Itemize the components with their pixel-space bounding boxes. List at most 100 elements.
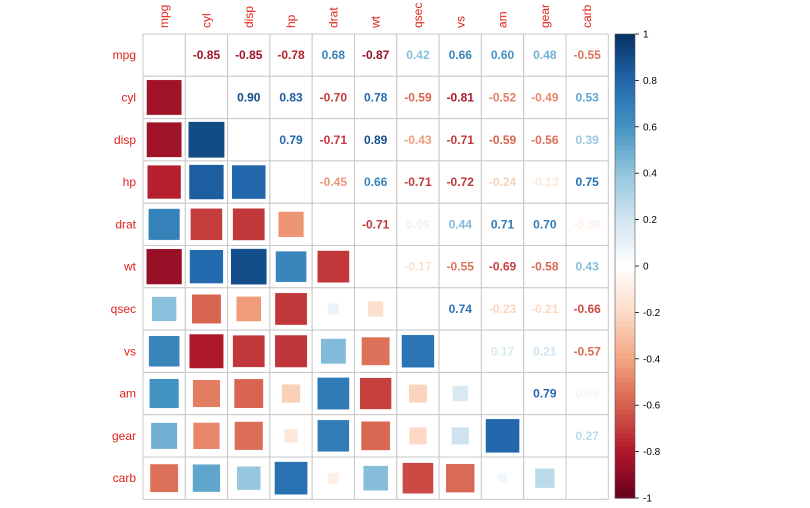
grid-cell <box>354 160 398 204</box>
coefficient-label-cyl-drat: -0.70 <box>320 90 348 104</box>
cells-layer: -0.85 -0.85 -0.78 0.68 -0.87 0.42 0.66 0.60 0.48… <box>146 48 601 495</box>
square-mark-am-disp <box>233 378 264 409</box>
coefficient-label-hp-qsec: -0.71 <box>404 175 432 189</box>
square-mark-qsec-hp <box>274 292 308 326</box>
grid-cell <box>396 75 440 120</box>
colorbar-strip <box>615 47 635 54</box>
coefficient-label-mpg-gear: 0.48 <box>533 48 557 62</box>
coefficient-label-cyl-carb: 0.53 <box>575 90 599 104</box>
grid-cell <box>565 245 609 289</box>
square-mark-qsec-disp <box>235 296 262 322</box>
colorbar-strip <box>615 168 635 174</box>
square-mark-gear-hp <box>283 428 299 444</box>
grid-cell <box>523 287 567 331</box>
square-mark-carb-mpg <box>149 463 179 493</box>
colorbar-strip <box>615 34 635 40</box>
colorbar-strip <box>615 98 635 105</box>
colorbar-strip <box>615 312 635 318</box>
grid-cell <box>523 202 567 246</box>
coefficient-label-qsec-gear: -0.21 <box>531 302 559 316</box>
colorbar-strip <box>615 423 635 429</box>
colorbar-strip <box>615 409 635 416</box>
coefficient-label-wt-qsec: -0.17 <box>404 260 432 274</box>
square-mark-carb-wt <box>362 465 389 491</box>
colorbar-tick-label: 0.4 <box>643 169 657 180</box>
colorbar-tick-label: 1 <box>643 30 649 41</box>
grid-cell <box>565 414 609 458</box>
colorbar-strip <box>615 349 635 355</box>
square-mark-carb-vs <box>445 463 475 493</box>
coefficient-label-mpg-drat: 0.68 <box>322 48 346 62</box>
column-label-mpg: mpg <box>157 5 171 28</box>
colorbar-strip <box>615 145 635 151</box>
row-label-hp: hp <box>123 175 137 189</box>
colorbar-strip <box>615 177 635 184</box>
grid-cell <box>311 118 356 162</box>
coefficient-label-am-carb: 0.06 <box>575 387 599 401</box>
coefficient-label-mpg-hp: -0.78 <box>277 48 305 62</box>
colorbar-strip <box>615 303 635 309</box>
colorbar-tick-label: 0.8 <box>643 76 657 87</box>
colorbar-tick-label: 0.2 <box>643 215 657 226</box>
colorbar-strip <box>615 442 635 448</box>
square-mark-hp-cyl <box>188 164 225 200</box>
labels-layer: mpg cyl disp hp drat wt qsec vs am gear carb mpg cyl… <box>111 3 595 486</box>
colorbar-strip <box>615 470 635 476</box>
square-mark-wt-cyl <box>189 249 224 284</box>
grid-cell <box>523 329 567 373</box>
square-mark-vs-mpg <box>148 335 180 368</box>
colorbar-strip <box>615 103 635 109</box>
coefficient-label-disp-hp: 0.79 <box>279 133 303 147</box>
grid-cell <box>480 202 525 246</box>
coefficient-label-drat-wt: -0.71 <box>362 217 390 231</box>
colorbar-strip <box>615 75 635 81</box>
colorbar-strip <box>615 261 635 267</box>
colorbar-strip <box>615 196 635 202</box>
grid-cell <box>396 202 440 246</box>
colorbar-strip <box>615 89 635 95</box>
coefficient-label-hp-vs: -0.72 <box>447 175 475 189</box>
column-label-carb: carb <box>580 4 594 28</box>
grid-cell <box>523 371 567 416</box>
grid-cell <box>565 287 609 331</box>
square-mark-cyl-mpg <box>146 79 183 116</box>
square-mark-am-drat <box>316 377 350 410</box>
colorbar-strip <box>615 112 635 119</box>
square-mark-gear-vs <box>451 426 470 445</box>
square-mark-wt-disp <box>230 248 268 285</box>
grid-cell <box>354 245 398 289</box>
colorbar-strip <box>615 224 635 230</box>
colorbar-strip <box>615 61 635 68</box>
colorbar-strip <box>615 330 635 337</box>
square-mark-am-mpg <box>149 378 180 409</box>
colorbar-strip <box>615 94 635 100</box>
colorbar-strip <box>615 395 635 402</box>
colorbar-strip <box>615 238 635 244</box>
square-mark-vs-hp <box>274 334 308 368</box>
colorbar-strip <box>615 233 635 239</box>
colorbar-strip <box>615 163 635 170</box>
colorbar-strip <box>615 419 635 425</box>
colorbar-strip <box>615 451 635 457</box>
row-label-drat: drat <box>115 217 136 231</box>
colorbar-tick-label: -1 <box>643 494 652 505</box>
colorbar-strip <box>615 456 635 462</box>
square-mark-vs-wt <box>361 336 391 366</box>
grid-cell <box>396 160 440 204</box>
square-mark-hp-mpg <box>146 164 182 200</box>
grid-cell <box>480 287 525 331</box>
square-mark-disp-mpg <box>146 121 183 158</box>
coefficient-label-cyl-disp: 0.90 <box>237 90 261 104</box>
colorbar-strip <box>615 335 635 341</box>
row-label-vs: vs <box>124 344 136 358</box>
grid-cell <box>480 245 525 289</box>
square-mark-wt-hp <box>275 250 307 283</box>
grid-cell <box>311 202 356 246</box>
grid-cell <box>565 33 609 77</box>
colorbar-strip <box>615 71 635 77</box>
square-mark-gear-wt <box>360 421 391 451</box>
coefficient-label-cyl-am: -0.52 <box>489 90 517 104</box>
colorbar-strip <box>615 493 635 499</box>
colorbar-strip <box>615 400 635 406</box>
